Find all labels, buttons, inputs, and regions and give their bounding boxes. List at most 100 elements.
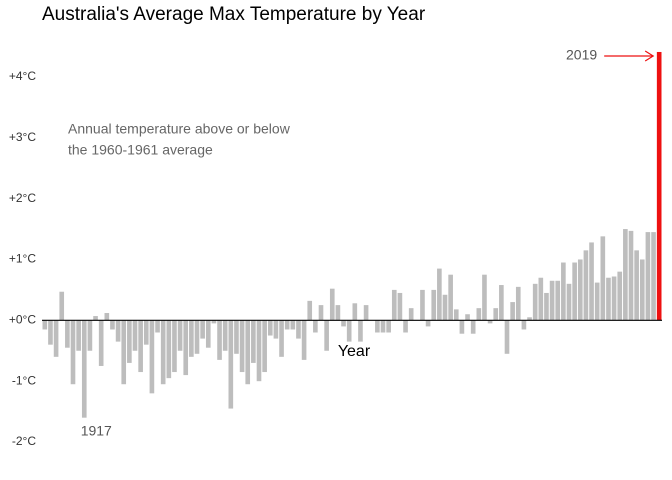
- bar: [538, 277, 544, 321]
- bar: [284, 320, 290, 330]
- bar: [262, 320, 267, 373]
- y-tick-label: +1°C: [9, 252, 36, 266]
- bar: [589, 242, 594, 321]
- bar: [211, 320, 217, 324]
- y-tick-label: +4°C: [9, 69, 36, 83]
- bar: [363, 305, 369, 321]
- bar: [453, 309, 459, 321]
- bar: [515, 286, 521, 321]
- bar: [217, 320, 222, 360]
- bar: [651, 232, 656, 321]
- bar: [352, 303, 358, 321]
- bar: [98, 320, 104, 366]
- bar: [267, 320, 273, 336]
- bar: [656, 51, 662, 321]
- x-axis-label: Year: [338, 343, 371, 360]
- bar: [205, 320, 211, 348]
- bar: [93, 316, 98, 321]
- bar: [386, 320, 391, 333]
- bar: [251, 320, 256, 363]
- y-tick-label: -1°C: [12, 373, 36, 387]
- bar: [296, 320, 301, 339]
- bar-annotation: 2019: [566, 47, 597, 63]
- bar: [53, 320, 59, 357]
- bar: [639, 259, 645, 321]
- bar: [555, 280, 561, 321]
- bar: [115, 320, 121, 342]
- bar: [425, 320, 431, 327]
- bar: [521, 320, 527, 330]
- bar: [65, 320, 70, 348]
- bar: [200, 320, 205, 339]
- annotation: the 1960-1961 average: [68, 142, 213, 158]
- bar: [437, 268, 442, 321]
- bar: [572, 262, 577, 321]
- bar: [391, 289, 397, 321]
- bar: [76, 320, 81, 351]
- bar: [87, 320, 93, 351]
- bar: [465, 314, 470, 321]
- bar: [628, 230, 634, 321]
- bar: [420, 289, 425, 321]
- bar: [606, 277, 611, 321]
- bar: [566, 283, 572, 321]
- bar: [346, 320, 352, 342]
- bar: [611, 276, 617, 321]
- bar: [307, 300, 313, 321]
- bar: [510, 302, 515, 321]
- y-tick-label: -2°C: [12, 434, 36, 448]
- bar: [149, 320, 155, 394]
- bar: [527, 317, 532, 321]
- bar: [431, 289, 437, 321]
- bar: [380, 320, 386, 333]
- bar: [499, 285, 504, 321]
- bar: [245, 320, 251, 385]
- bar: [222, 320, 228, 351]
- bar: [482, 274, 487, 321]
- bar: [172, 320, 177, 373]
- y-tick-label: +2°C: [9, 191, 36, 205]
- bar: [544, 292, 549, 321]
- bar: [329, 288, 335, 321]
- bar: [448, 274, 453, 321]
- bar: [132, 320, 138, 351]
- bar-annotation: 1917: [81, 422, 112, 438]
- bar: [110, 320, 115, 330]
- bar: [549, 280, 555, 321]
- bar: [442, 294, 448, 321]
- bar: [561, 262, 566, 321]
- bar: [487, 320, 493, 324]
- bar: [143, 320, 149, 345]
- bar: [155, 320, 160, 333]
- bar: [189, 320, 194, 357]
- bar: [583, 250, 589, 321]
- bar: [59, 291, 65, 321]
- annotation-arrowhead: [644, 50, 655, 62]
- bar: [127, 320, 132, 363]
- bar: [532, 283, 538, 321]
- bar: [577, 259, 583, 321]
- bar: [166, 320, 172, 379]
- bar: [228, 320, 234, 409]
- bar: [341, 320, 346, 327]
- bar: [358, 320, 363, 342]
- bar: [493, 308, 499, 321]
- bar: [279, 320, 284, 357]
- bar: [256, 320, 262, 382]
- bar: [476, 308, 482, 321]
- bar: [623, 229, 628, 321]
- chart-title: Australia's Average Max Temperature by Y…: [42, 4, 426, 25]
- bar: [183, 320, 189, 376]
- bar: [617, 271, 623, 321]
- bar: [194, 320, 200, 354]
- bar: [313, 320, 318, 333]
- bar: [234, 320, 239, 354]
- bar: [470, 320, 476, 334]
- bar: [594, 282, 600, 321]
- bar: [634, 250, 639, 321]
- bar: [160, 320, 166, 385]
- bar: [121, 320, 127, 385]
- bar: [318, 305, 324, 321]
